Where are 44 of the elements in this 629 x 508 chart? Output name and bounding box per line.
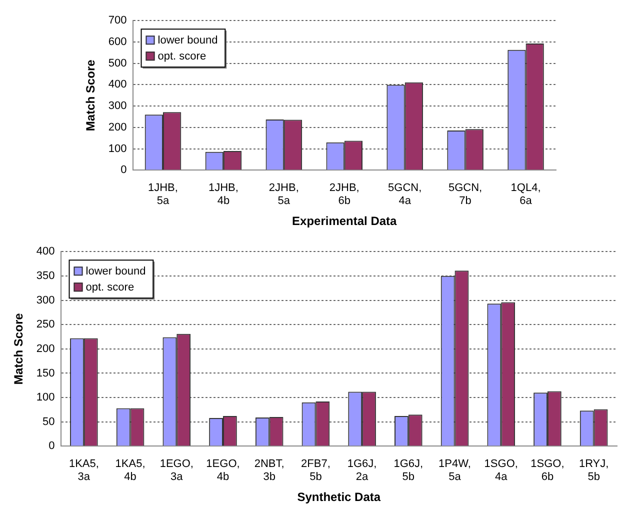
x-tick-label: 1P4W, 5a — [438, 458, 471, 484]
y-tick-label: 300 — [36, 294, 55, 306]
y-tick-label: 0 — [48, 440, 55, 452]
y-tick-label: 250 — [36, 318, 55, 331]
x-tick-label: 1G6J, 5b — [394, 458, 424, 484]
legend-label: lower bound — [86, 266, 146, 278]
y-tick-label: 350 — [36, 270, 55, 282]
x-tick-label: 2NBT, 3b — [254, 458, 284, 484]
x-tick-label: 1JHB, 4b — [208, 182, 238, 208]
x-tick-label: 2JHB, 6b — [329, 182, 360, 208]
y-tick-label: 50 — [42, 416, 55, 428]
x-tick-label: 1SGO, 6b — [530, 458, 564, 484]
y-tick-label: 400 — [36, 246, 55, 258]
x-axis-title: Synthetic Data — [297, 490, 381, 504]
y-axis-title: Match Score — [84, 59, 98, 132]
y-tick-label: 500 — [108, 57, 127, 70]
x-tick-label: 1QL4, 6a — [510, 182, 541, 208]
y-tick-label: 300 — [108, 100, 127, 112]
y-tick-label: 400 — [108, 78, 127, 91]
y-tick-label: 700 — [108, 14, 127, 27]
x-tick-label: 2FB7, 5b — [301, 458, 330, 484]
y-tick-label: 0 — [120, 164, 127, 176]
x-tick-label: 1EGO, 3a — [160, 458, 194, 484]
x-tick-label: 1KA5, 3a — [68, 458, 99, 484]
y-tick-label: 200 — [36, 342, 55, 355]
legend-label: opt. score — [158, 50, 206, 63]
x-tick-label: 1JHB, 5a — [148, 182, 178, 208]
x-tick-label: 1SGO, 4a — [484, 458, 518, 484]
legend-label: lower bound — [158, 34, 218, 47]
y-tick-label: 100 — [108, 142, 127, 155]
x-axis-title: Experimental Data — [292, 214, 398, 228]
y-tick-label: 150 — [36, 367, 55, 380]
x-tick-label: 2JHB, 5a — [268, 182, 299, 208]
x-tick-label: 5GCN, 7b — [448, 182, 482, 208]
x-tick-label: 1G6J, 2a — [347, 458, 377, 484]
y-axis-title: Match Score — [12, 312, 26, 385]
x-tick-label: 1EGO, 4b — [206, 458, 240, 484]
x-tick-label: 1KA5, 4b — [115, 458, 146, 484]
x-tick-label: 1RYJ, 5b — [578, 458, 609, 484]
legend-label: opt. score — [86, 282, 134, 294]
x-tick-label: 5GCN, 4a — [388, 182, 422, 208]
y-tick-label: 600 — [108, 36, 127, 48]
y-tick-label: 200 — [108, 121, 127, 134]
y-tick-label: 100 — [36, 392, 55, 404]
